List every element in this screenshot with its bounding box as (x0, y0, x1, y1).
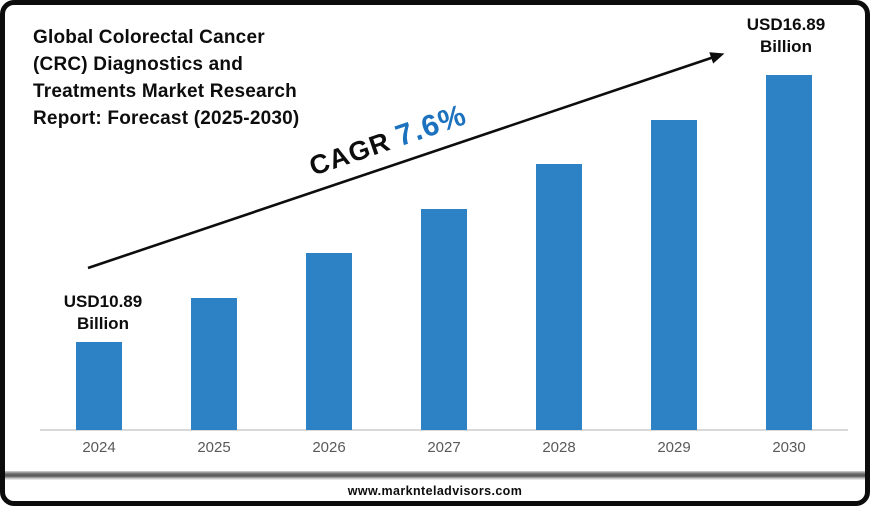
footer: www.marknteladvisors.com (5, 480, 865, 501)
bar-2026 (306, 253, 352, 430)
footer-separator (4, 471, 866, 480)
x-axis-line (40, 429, 848, 431)
title-line-4: Report: Forecast (2025-2030) (33, 108, 300, 129)
tick-label-2025: 2025 (197, 439, 231, 456)
tick-label-2027: 2027 (427, 439, 461, 456)
tick-label-2030: 2030 (772, 439, 806, 456)
last-bar-unit: Billion (760, 37, 812, 56)
title-line-3: Treatments Market Research (33, 81, 297, 102)
tick-label-2029: 2029 (657, 439, 691, 456)
first-bar-value: USD10.89 (63, 292, 143, 311)
first-bar-value-label: USD10.89 Billion (41, 291, 165, 335)
tick-label-2024: 2024 (82, 439, 116, 456)
bar-2025 (191, 297, 237, 430)
last-bar-value: USD16.89 (746, 15, 826, 34)
bar-2030 (766, 75, 812, 430)
bar-2027 (421, 208, 467, 430)
chart-title: Global Colorectal Cancer (CRC) Diagnosti… (33, 24, 299, 132)
tick-label-2026: 2026 (312, 439, 346, 456)
title-line-2: (CRC) Diagnostics and (33, 54, 244, 75)
tick-label-2028: 2028 (542, 439, 576, 456)
footer-url: www.marknteladvisors.com (347, 483, 523, 498)
last-bar-value-label: USD16.89 Billion (724, 14, 848, 58)
first-bar-unit: Billion (77, 314, 129, 333)
title-line-1: Global Colorectal Cancer (33, 27, 265, 48)
bar-2028 (536, 164, 582, 430)
bar-2024 (76, 342, 122, 430)
bar-2029 (651, 119, 697, 430)
